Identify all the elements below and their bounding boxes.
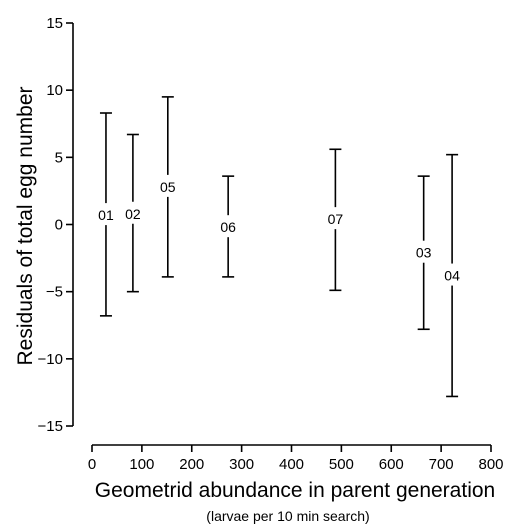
y-tick-label: 0 [55, 217, 63, 234]
error-bar-point-05: 05 [160, 96, 176, 278]
x-tick-label: 0 [88, 456, 96, 473]
x-tick-label: 400 [279, 456, 304, 473]
error-bar-point-03: 03 [416, 175, 432, 331]
y-axis-title: Residuals of total egg number [14, 86, 37, 365]
point-label: 01 [98, 207, 114, 223]
plot-area: 01 02 05 06 07 03 04 [98, 96, 460, 398]
error-bar-point-06: 06 [220, 175, 236, 278]
x-tick-label: 200 [179, 456, 204, 473]
point-label: 02 [125, 206, 141, 222]
y-tick-label: −10 [38, 351, 63, 368]
error-bar-point-07: 07 [328, 148, 344, 292]
x-tick-label: 800 [478, 456, 503, 473]
y-tick-label: −15 [38, 418, 63, 435]
x-tick-label: 500 [329, 456, 354, 473]
y-tick-label: 15 [46, 15, 63, 32]
x-axis: 0 100 200 300 400 500 600 700 800 [88, 444, 504, 473]
x-tick-label: 300 [229, 456, 254, 473]
y-axis: 15 10 5 0 −5 −10 −15 [38, 15, 74, 435]
x-axis-subtitle: (larvae per 10 min search) [206, 508, 369, 524]
point-label: 06 [220, 219, 236, 235]
x-axis-title: Geometrid abundance in parent generation [95, 479, 495, 502]
y-tick-label: −5 [46, 284, 63, 301]
x-tick-label: 700 [429, 456, 454, 473]
error-bar-point-01: 01 [98, 112, 114, 317]
y-tick-label: 5 [55, 149, 63, 166]
error-bar-point-02: 02 [125, 133, 141, 293]
point-label: 05 [160, 179, 176, 195]
x-tick-label: 100 [129, 456, 154, 473]
y-tick-label: 10 [46, 82, 63, 99]
point-label: 04 [444, 268, 460, 284]
point-label: 07 [328, 211, 344, 227]
x-tick-label: 600 [379, 456, 404, 473]
point-label: 03 [416, 245, 432, 261]
error-bar-point-04: 04 [444, 153, 460, 398]
